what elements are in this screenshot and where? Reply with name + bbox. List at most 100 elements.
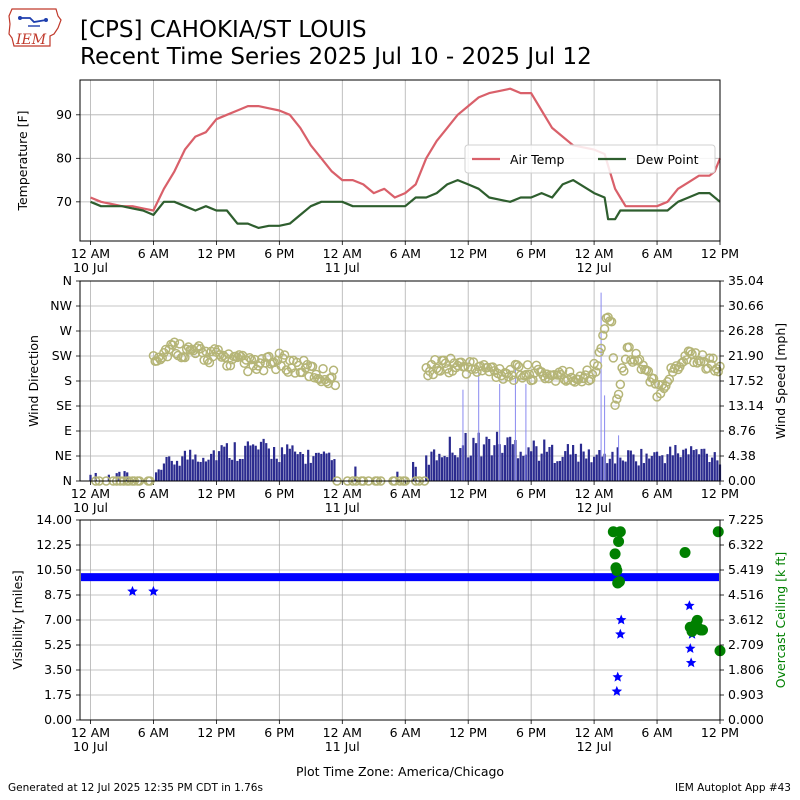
vis-xtick-label: 12 AM [323,725,362,740]
wind-speed-bar [278,462,281,481]
wind-direction-point [174,339,185,349]
ceiling-point [691,614,703,626]
ceiling-tick-label: 3.612 [728,612,764,627]
wind-speed-bar [435,460,438,481]
wind-speed-bar [705,453,708,481]
wind-speed-bar [291,445,294,481]
wind-speed-bar [317,452,320,481]
wind-speed-bar [223,446,226,481]
wind-direction-tick-label: E [64,423,72,438]
wind-speed-bar [577,461,580,481]
wind-direction-point [255,358,265,368]
wind-speed-bar [217,451,221,481]
wind-speed-bar [482,444,486,481]
wind-speed-bar [595,454,598,481]
wind-speed-bar [215,460,218,481]
wind-speed-bar [703,448,706,481]
wind-speed-bar [448,436,451,481]
wind-speed-bar [708,462,711,481]
wind-speed-bar [328,452,331,481]
visibility-point [685,657,697,668]
wind-speed-bar [322,451,326,481]
wind-direction-point [325,373,335,384]
wind-speed-bar [472,437,475,481]
wind-speed-bar [545,451,548,481]
visibility-axis-label: Visibility [miles] [10,570,25,669]
wind-direction-point [514,361,524,372]
wind-speed-tick-label: 0.00 [728,473,756,488]
wind-direction-tick-label: N [63,473,72,488]
ceiling-point [679,547,691,559]
wind-speed-bar [624,461,627,481]
wind-direction-point [234,350,244,360]
ceiling-point [613,576,625,588]
wind-direction-point [641,365,652,375]
wind-speed-bar [414,466,417,481]
wind-speed-bar [629,450,632,481]
wind-speed-bar [275,458,278,481]
wind-speed-bar [207,459,210,481]
visibility-tick-label: 14.00 [36,512,72,527]
visibility-tick-label: 3.50 [44,662,72,677]
wind-direction-point [708,353,718,364]
wind-speed-bar [503,445,507,481]
wind-speed-bar [655,451,659,481]
wind-direction-point [281,365,292,375]
wind-speed-bar [175,460,179,481]
wind-speed-tick-label: 26.28 [728,323,764,338]
vis-xtick-date-label: 11 Jul [325,739,360,754]
wind-speed-bar [162,463,166,481]
wind-speed-tick-label: 17.52 [728,373,764,388]
wind-xtick-label: 12 PM [449,486,487,501]
temp-xtick-date-label: 11 Jul [325,260,360,275]
visibility-point [616,614,627,625]
vis-xtick-label: 6 AM [138,725,169,740]
wind-speed-bar [157,469,160,481]
wind-direction-axis-label: Wind Direction [26,335,41,427]
vis-xtick-date-label: 10 Jul [73,739,108,754]
wind-speed-bar [645,453,648,481]
wind-speed-bar [616,447,619,481]
wind-speed-bar [464,432,467,481]
ceiling-point [697,624,709,636]
wind-speed-bar [231,459,234,481]
wind-speed-bar [493,445,496,481]
air-temp-line [90,87,722,212]
wind-direction-point [328,365,339,376]
wind-speed-bar [671,455,674,481]
temp-frame [79,79,721,242]
wind-speed-bar [519,451,522,481]
vis-xtick-label: 12 AM [71,725,110,740]
wind-xtick-label: 12 PM [197,486,235,501]
wind-speed-bar [579,443,583,481]
ceiling-tick-label: 6.322 [728,537,764,552]
wind-direction-point [505,364,515,375]
wind-speed-bar [590,462,593,481]
wind-speed-bar [553,462,556,481]
wind-speed-bar [661,455,664,481]
wind-speed-bar [637,465,640,481]
wind-speed-bar [199,461,202,481]
temp-axis-label: Temperature [F] [15,110,30,211]
wind-direction-point [549,370,559,380]
wind-direction-point [246,354,257,365]
x-axis-label: Plot Time Zone: America/Chicago [296,764,504,779]
wind-speed-bar [168,456,171,481]
wind-speed-bar [522,455,525,481]
wind-speed-bar [692,450,695,481]
wind-speed-bar [530,451,533,481]
wind-speed-bar [574,453,577,481]
wind-speed-bar [270,458,273,481]
temp-xtick-label: 12 AM [574,246,613,261]
wind-direction-point [508,375,519,386]
wind-direction-point [564,366,575,377]
wind-direction-point [557,365,568,376]
wind-speed-bar [585,458,588,481]
visibility-tick-label: 8.75 [44,587,72,602]
wind-direction-point [591,367,601,377]
wind-speed-bar [307,449,310,481]
wind-speed-bar [516,458,520,481]
wind-direction-tick-label: N [63,273,72,288]
wind-direction-point [608,353,619,363]
wind-xtick-label: 6 PM [264,486,294,501]
